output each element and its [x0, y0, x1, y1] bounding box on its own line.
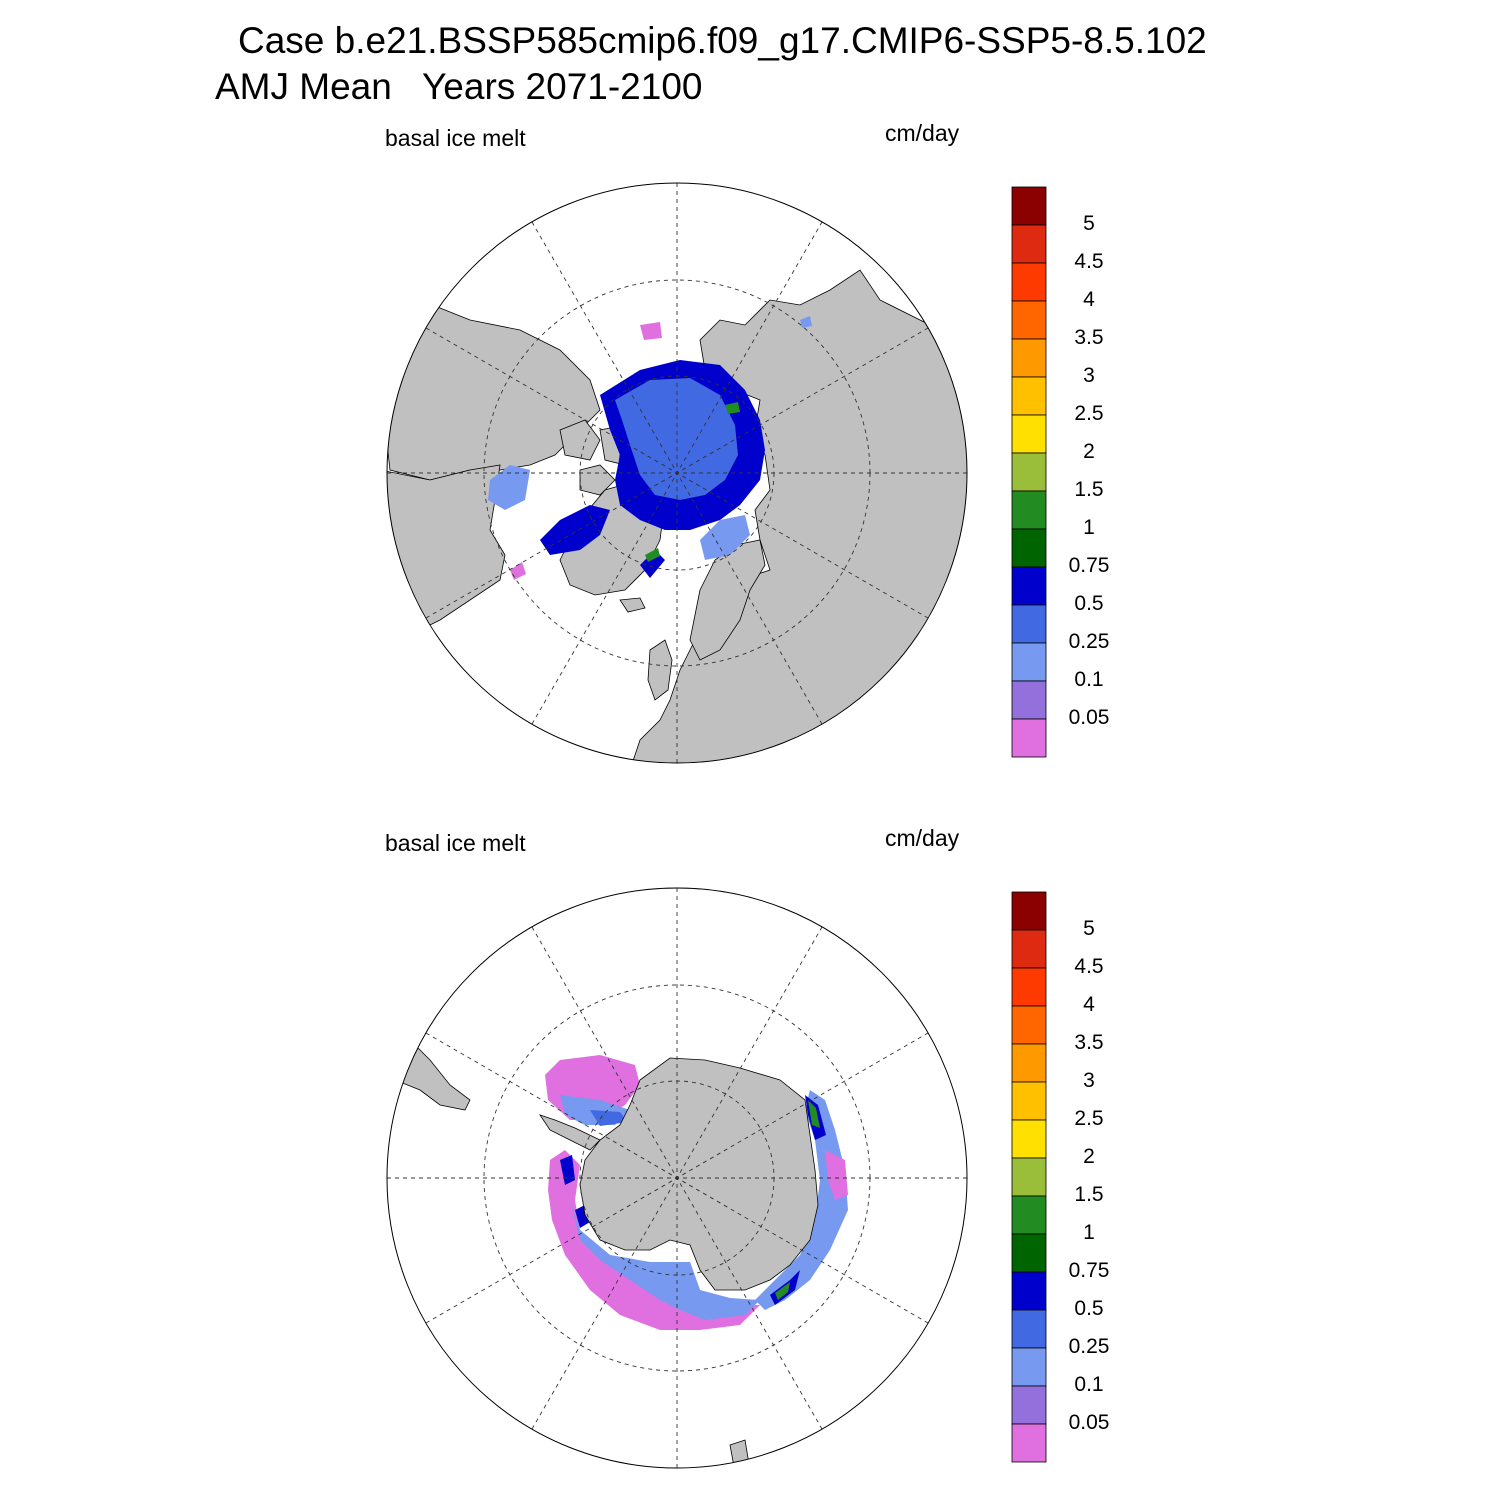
south-units-label: cm/day — [885, 825, 960, 851]
south-colorbar-box-14 — [1011, 1423, 1047, 1463]
north-colorbar-box-6 — [1011, 414, 1047, 454]
north-ice-field — [488, 316, 812, 580]
south-colorbar-box-10 — [1011, 1271, 1047, 1311]
south-land — [389, 1039, 819, 1468]
south-variable-label: basal ice melt — [385, 830, 526, 856]
south-ice-field — [545, 1055, 848, 1330]
north-colorbar-box-12 — [1011, 642, 1047, 682]
south-colorbar-label-3: 3.5 — [1074, 1031, 1104, 1054]
north-colorbar-label-13: 0.05 — [1068, 706, 1110, 729]
north-colorbar-label-3: 3.5 — [1074, 326, 1104, 349]
north-colorbar-label-7: 1.5 — [1074, 478, 1104, 501]
north-colorbar-box-9 — [1011, 528, 1047, 568]
north-colorbar-box-11 — [1011, 604, 1047, 644]
south-graticule — [387, 888, 967, 1468]
north-colorbar-box-1 — [1011, 224, 1047, 264]
south-colorbar-label-2: 4 — [1083, 993, 1095, 1016]
south-colorbar-box-8 — [1011, 1195, 1047, 1235]
south-colorbar-label-11: 0.25 — [1068, 1335, 1110, 1358]
south-colorbar-label-10: 0.5 — [1074, 1297, 1104, 1320]
south-colorbar-label-13: 0.05 — [1068, 1411, 1110, 1434]
north-colorbar-label-6: 2 — [1083, 440, 1095, 463]
south-colorbar-label-12: 0.1 — [1074, 1373, 1104, 1396]
north-colorbar-label-11: 0.25 — [1068, 630, 1110, 653]
south-colorbar-box-9 — [1011, 1233, 1047, 1273]
south-colorbar-box-0 — [1011, 891, 1047, 931]
south-colorbar-label-1: 4.5 — [1074, 955, 1104, 978]
north-colorbar-box-3 — [1011, 300, 1047, 340]
south-colorbar-box-2 — [1011, 967, 1047, 1007]
north-polar-map — [386, 182, 968, 764]
south-colorbar-box-5 — [1011, 1081, 1047, 1121]
north-colorbar-box-2 — [1011, 262, 1047, 302]
season-title: AMJ Mean Years 2071-2100 — [215, 66, 703, 108]
season-label: AMJ Mean — [215, 66, 392, 107]
north-colorbar-label-5: 2.5 — [1074, 402, 1104, 425]
south-colorbar-box-3 — [1011, 1005, 1047, 1045]
north-variable-label: basal ice melt — [385, 125, 526, 151]
north-colorbar-box-4 — [1011, 338, 1047, 378]
south-colorbar-box-6 — [1011, 1119, 1047, 1159]
north-units-label: cm/day — [885, 120, 960, 146]
south-colorbar-box-1 — [1011, 929, 1047, 969]
south-colorbar-box-13 — [1011, 1385, 1047, 1425]
south-map-border — [386, 887, 968, 1469]
north-colorbar-box-13 — [1011, 680, 1047, 720]
north-colorbar-label-12: 0.1 — [1074, 668, 1104, 691]
north-colorbar-box-5 — [1011, 376, 1047, 416]
south-colorbar-box-11 — [1011, 1309, 1047, 1349]
years-label: Years 2071-2100 — [422, 66, 703, 107]
north-colorbar-label-8: 1 — [1083, 516, 1095, 539]
north-colorbar-box-14 — [1011, 718, 1047, 758]
south-colorbar-label-6: 2 — [1083, 1145, 1095, 1168]
north-colorbar-label-1: 4.5 — [1074, 250, 1104, 273]
south-polar-map — [386, 887, 968, 1469]
south-colorbar-label-5: 2.5 — [1074, 1107, 1104, 1130]
north-map-border — [386, 182, 968, 764]
south-colorbar-box-12 — [1011, 1347, 1047, 1387]
north-graticule — [387, 183, 967, 763]
north-colorbar-box-8 — [1011, 490, 1047, 530]
south-colorbar-label-9: 0.75 — [1068, 1259, 1110, 1282]
south-colorbar-label-4: 3 — [1083, 1069, 1095, 1092]
south-colorbar-box-7 — [1011, 1157, 1047, 1197]
case-title: Case b.e21.BSSP585cmip6.f09_g17.CMIP6-SS… — [238, 20, 1207, 61]
north-colorbar-label-0: 5 — [1083, 212, 1095, 235]
north-colorbar-label-10: 0.5 — [1074, 592, 1104, 615]
south-colorbar-label-7: 1.5 — [1074, 1183, 1104, 1206]
north-colorbar-label-2: 4 — [1083, 288, 1095, 311]
north-colorbar-box-10 — [1011, 566, 1047, 606]
north-colorbar-label-9: 0.75 — [1068, 554, 1110, 577]
north-colorbar-label-4: 3 — [1083, 364, 1095, 387]
south-colorbar-label-8: 1 — [1083, 1221, 1095, 1244]
south-colorbar-box-4 — [1011, 1043, 1047, 1083]
north-colorbar-box-7 — [1011, 452, 1047, 492]
south-colorbar-label-0: 5 — [1083, 917, 1095, 940]
north-colorbar — [1011, 186, 1047, 758]
south-colorbar — [1011, 891, 1047, 1463]
north-colorbar-box-0 — [1011, 186, 1047, 226]
